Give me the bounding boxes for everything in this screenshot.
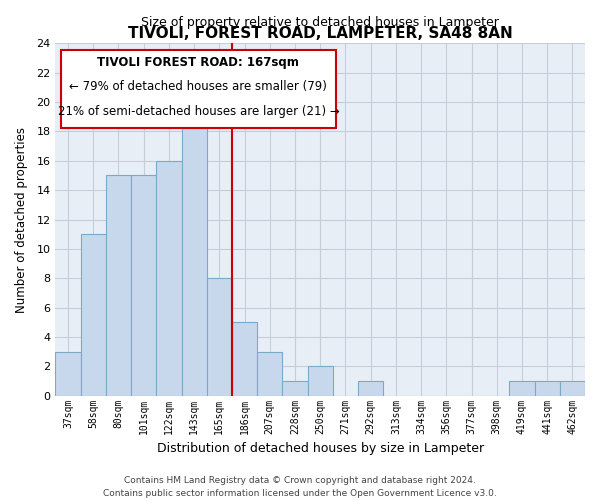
Bar <box>80 234 106 396</box>
Bar <box>106 176 131 396</box>
Bar <box>182 117 207 396</box>
FancyBboxPatch shape <box>61 50 336 128</box>
Title: TIVOLI, FOREST ROAD, LAMPETER, SA48 8AN: TIVOLI, FOREST ROAD, LAMPETER, SA48 8AN <box>128 26 512 41</box>
Bar <box>157 161 182 396</box>
Y-axis label: Number of detached properties: Number of detached properties <box>15 126 28 312</box>
Bar <box>509 381 535 396</box>
Bar <box>560 381 585 396</box>
Text: 21% of semi-detached houses are larger (21) →: 21% of semi-detached houses are larger (… <box>58 105 339 118</box>
Bar <box>207 278 232 396</box>
Bar <box>257 352 283 396</box>
Text: TIVOLI FOREST ROAD: 167sqm: TIVOLI FOREST ROAD: 167sqm <box>97 56 299 68</box>
Bar <box>283 381 308 396</box>
Text: ← 79% of detached houses are smaller (79): ← 79% of detached houses are smaller (79… <box>70 80 328 94</box>
X-axis label: Distribution of detached houses by size in Lampeter: Distribution of detached houses by size … <box>157 442 484 455</box>
Bar <box>535 381 560 396</box>
Bar <box>358 381 383 396</box>
Bar <box>308 366 333 396</box>
Bar <box>232 322 257 396</box>
Text: Contains HM Land Registry data © Crown copyright and database right 2024.
Contai: Contains HM Land Registry data © Crown c… <box>103 476 497 498</box>
Text: Size of property relative to detached houses in Lampeter: Size of property relative to detached ho… <box>141 16 499 30</box>
Bar <box>55 352 80 396</box>
Bar <box>131 176 157 396</box>
